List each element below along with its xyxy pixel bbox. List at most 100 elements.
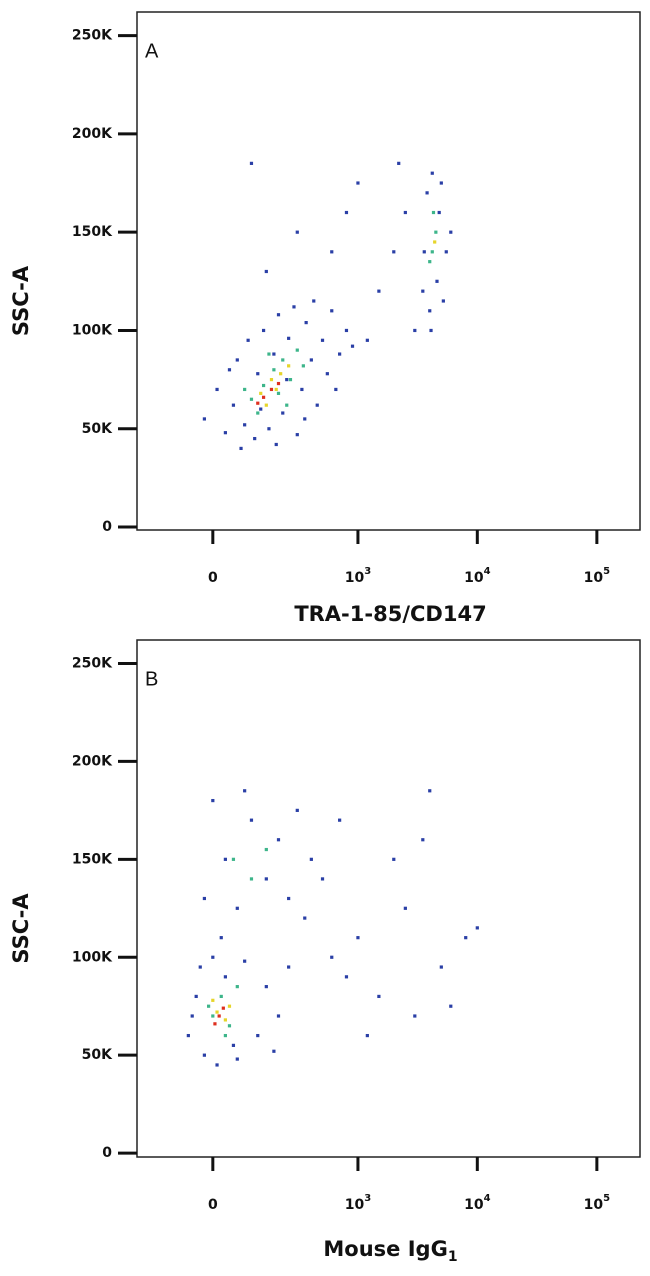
data-point (287, 364, 291, 368)
data-point (279, 372, 283, 376)
data-point (186, 1033, 190, 1038)
data-point (377, 994, 381, 999)
data-point (444, 250, 448, 254)
data-point (303, 916, 307, 920)
panel-label: B (145, 668, 158, 690)
data-point (437, 210, 441, 215)
tick-base: 10 (584, 1197, 604, 1213)
data-point (223, 1033, 227, 1038)
data-point (235, 906, 239, 910)
data-point (227, 368, 232, 372)
data-point (449, 230, 453, 234)
x-title-subscript: 1 (448, 1249, 458, 1265)
x-tick-label: 0 (208, 570, 218, 586)
y-tick-label: 100K (72, 322, 113, 338)
data-point (223, 857, 227, 861)
data-point (243, 959, 247, 963)
data-point (256, 1033, 260, 1038)
data-point (211, 798, 215, 803)
data-point (449, 1004, 453, 1008)
data-point (295, 808, 299, 812)
tick-exponent: 4 (484, 1193, 491, 1204)
data-point (223, 1018, 227, 1022)
data-point (264, 269, 268, 274)
data-point (413, 1014, 417, 1018)
y-tick-label: 0 (102, 519, 112, 535)
y-tick-label: 150K (72, 224, 113, 240)
data-point (377, 289, 381, 293)
data-point (202, 1053, 206, 1057)
y-tick-label: 50K (82, 421, 113, 437)
data-point (430, 171, 434, 175)
data-point (295, 433, 299, 437)
data-point (338, 352, 342, 356)
data-point (219, 994, 223, 999)
data-point (441, 299, 445, 303)
data-point (272, 1049, 276, 1053)
data-point (267, 352, 271, 356)
data-point (429, 328, 433, 333)
data-point (320, 338, 325, 342)
data-point (320, 877, 325, 881)
y-axis-title: SSC-A (9, 265, 33, 336)
data-point (249, 161, 254, 165)
data-point (334, 387, 338, 392)
data-point (261, 395, 266, 399)
tick-base: 10 (464, 1197, 484, 1213)
x-tick-label: 103 (345, 1193, 371, 1213)
data-point (276, 381, 281, 386)
tick-exponent: 3 (364, 566, 371, 577)
data-point (202, 896, 206, 901)
data-point (421, 838, 425, 842)
data-point (246, 338, 250, 342)
data-point (276, 1014, 281, 1018)
data-point (243, 387, 247, 392)
data-point (439, 965, 443, 969)
y-tick-label: 150K (72, 851, 113, 867)
data-point (261, 383, 266, 388)
data-point (249, 877, 254, 881)
data-point (428, 260, 432, 264)
data-point (287, 965, 291, 969)
x-tick-label: 105 (584, 566, 610, 586)
data-point (315, 403, 319, 407)
y-tick-label: 200K (72, 126, 113, 142)
data-point (211, 955, 215, 959)
data-point (285, 403, 289, 407)
data-point (365, 1033, 369, 1038)
x-title-text: TRA-1-85/CD147 (294, 602, 486, 626)
data-point (303, 417, 307, 421)
data-point (330, 250, 334, 254)
x-tick-label: 103 (345, 566, 371, 586)
x-tick-label: 104 (464, 566, 490, 586)
data-point (287, 896, 291, 901)
y-tick-label: 0 (102, 1145, 112, 1161)
x-tick-label: 104 (464, 1193, 490, 1213)
data-point (287, 336, 291, 340)
tick-base: 10 (345, 1197, 365, 1213)
data-point (217, 1014, 221, 1018)
data-point (221, 1006, 225, 1010)
data-point (243, 423, 247, 427)
tick-base: 10 (584, 570, 604, 586)
data-point (215, 1063, 219, 1067)
data-point (413, 328, 417, 333)
y-tick-label: 200K (72, 753, 113, 769)
x-axis-title: Mouse IgG1 (323, 1237, 457, 1265)
y-tick-label: 100K (72, 949, 113, 965)
data-point (215, 387, 219, 392)
data-point (464, 936, 468, 940)
data-point (264, 403, 268, 407)
data-point (356, 936, 360, 940)
data-point (272, 352, 276, 356)
data-point (269, 387, 274, 392)
x-axis-title: TRA-1-85/CD147 (294, 602, 486, 626)
data-point (267, 427, 271, 431)
data-point (264, 847, 268, 852)
data-point (264, 985, 268, 989)
data-point (439, 181, 443, 185)
data-point (475, 926, 479, 930)
data-point (421, 289, 425, 293)
